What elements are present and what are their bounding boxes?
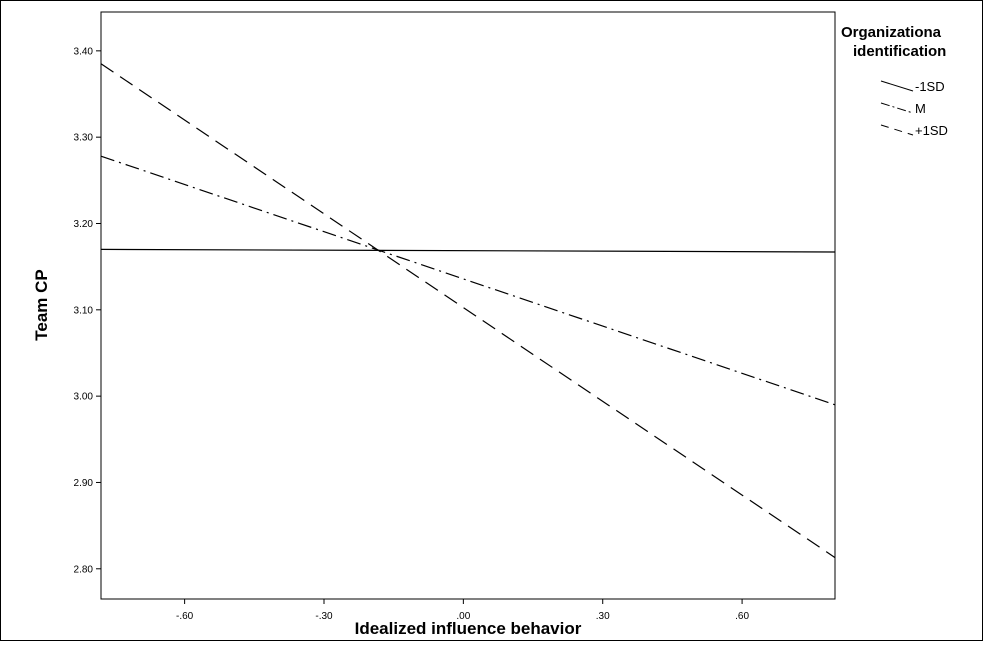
plot-area [100, 11, 836, 600]
y-axis-label: Team CP [32, 269, 51, 341]
series-line-3 [100, 63, 836, 559]
legend-label: -1SD [915, 79, 945, 94]
x-axis: -.60 -.30 .00 .30 .60 [176, 599, 749, 622]
y-tick-label: 3.10 [74, 305, 94, 316]
legend: Organizationa identification -1SD M +1SD [841, 24, 948, 138]
x-tick-label: .60 [735, 611, 749, 622]
y-tick-label: 2.90 [74, 478, 94, 489]
legend-swatch [880, 102, 914, 114]
legend-label: +1SD [915, 123, 948, 138]
series-line-1 [100, 248, 836, 253]
y-tick-label: 3.20 [74, 219, 94, 230]
x-axis-label: Idealized influence behavior [355, 619, 582, 638]
x-tick-label: .30 [596, 611, 610, 622]
y-tick-label: 3.00 [74, 392, 94, 403]
series-lines [100, 63, 836, 559]
legend-title-line-2: identification [853, 43, 946, 60]
legend-swatch [880, 124, 914, 136]
y-tick-label: 2.80 [74, 564, 94, 575]
legend-items: -1SD M +1SD [880, 79, 948, 138]
y-tick-label: 3.40 [74, 46, 94, 57]
legend-title-line-1: Organizationa [841, 24, 942, 41]
y-tick-label: 3.30 [74, 133, 94, 144]
x-tick-label: -.30 [315, 611, 333, 622]
legend-label: M [915, 101, 926, 116]
x-tick-label: -.60 [176, 611, 194, 622]
y-axis: 2.80 2.90 3.00 3.10 3.20 3.30 3.40 [74, 46, 101, 575]
legend-swatch [880, 80, 914, 92]
x-tick-label: .00 [456, 611, 470, 622]
